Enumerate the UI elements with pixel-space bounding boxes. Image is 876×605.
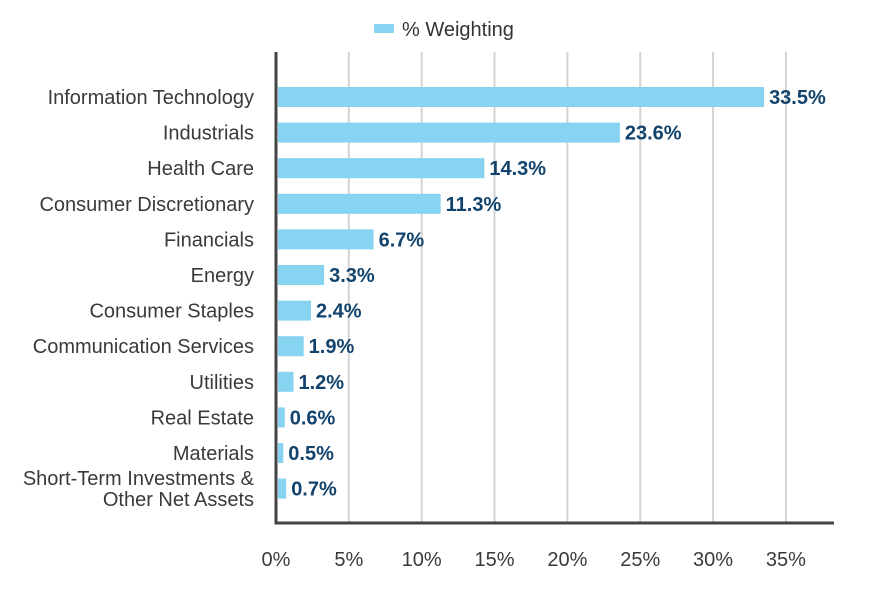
bar	[278, 407, 285, 428]
axes	[274, 52, 834, 525]
x-tick-labels: 0% 5% 10% 15% 20% 25% 30% 35%	[262, 549, 807, 571]
x-tick-label: 30%	[693, 549, 733, 571]
data-label: 14.3%	[489, 158, 546, 180]
x-tick-label: 0%	[262, 549, 291, 571]
data-label: 1.2%	[298, 372, 344, 394]
category-label: Materials	[173, 443, 254, 465]
category-label-line: Other Net Assets	[103, 489, 254, 511]
x-tick-label: 15%	[475, 549, 515, 571]
category-label: Health Care	[147, 158, 254, 180]
category-label: Consumer Staples	[89, 301, 254, 323]
category-label: Communication Services	[33, 336, 254, 358]
category-label: Real Estate	[151, 407, 254, 429]
data-label: 1.9%	[309, 336, 355, 358]
category-label: Consumer Discretionary	[39, 194, 254, 216]
category-label: Energy	[191, 265, 254, 287]
bar	[278, 336, 304, 357]
bars	[278, 87, 765, 499]
bar	[278, 193, 441, 214]
category-label: Short-Term Investments & Other Net Assets	[23, 468, 255, 511]
category-label: Information Technology	[48, 87, 254, 109]
category-label: Utilities	[190, 372, 254, 394]
category-label: Industrials	[163, 123, 254, 145]
data-label: 0.7%	[291, 479, 337, 501]
x-tick-label: 5%	[334, 549, 363, 571]
bar	[278, 300, 311, 321]
bar	[278, 229, 374, 250]
category-label: Financials	[164, 229, 254, 251]
bar	[278, 478, 287, 499]
x-tick-label: 10%	[402, 549, 442, 571]
bar	[278, 443, 284, 463]
bar	[278, 265, 325, 285]
data-label: 3.3%	[329, 265, 375, 287]
category-label-line: Short-Term Investments &	[23, 468, 255, 490]
bar	[278, 158, 485, 179]
data-label: 23.6%	[625, 123, 682, 145]
data-label: 6.7%	[379, 229, 425, 251]
data-label: 0.6%	[290, 407, 336, 429]
data-label: 2.4%	[316, 301, 362, 323]
data-label: 33.5%	[769, 87, 826, 109]
category-labels: Information Technology Industrials Health …	[23, 87, 255, 511]
data-labels: 33.5% 23.6% 14.3% 11.3% 6.7%3.3% 2.4% 1.9% 1.2%…	[288, 87, 826, 501]
data-label: 0.5%	[288, 443, 334, 465]
x-tick-label: 35%	[766, 549, 806, 571]
data-label: 11.3%	[446, 194, 502, 216]
bar	[278, 87, 765, 107]
x-tick-label: 25%	[620, 549, 660, 571]
bar	[278, 371, 294, 392]
legend: % Weighting	[374, 19, 514, 41]
x-tick-label: 20%	[547, 549, 587, 571]
legend-swatch	[374, 24, 394, 33]
legend-label: % Weighting	[402, 19, 514, 41]
bar	[278, 122, 620, 143]
